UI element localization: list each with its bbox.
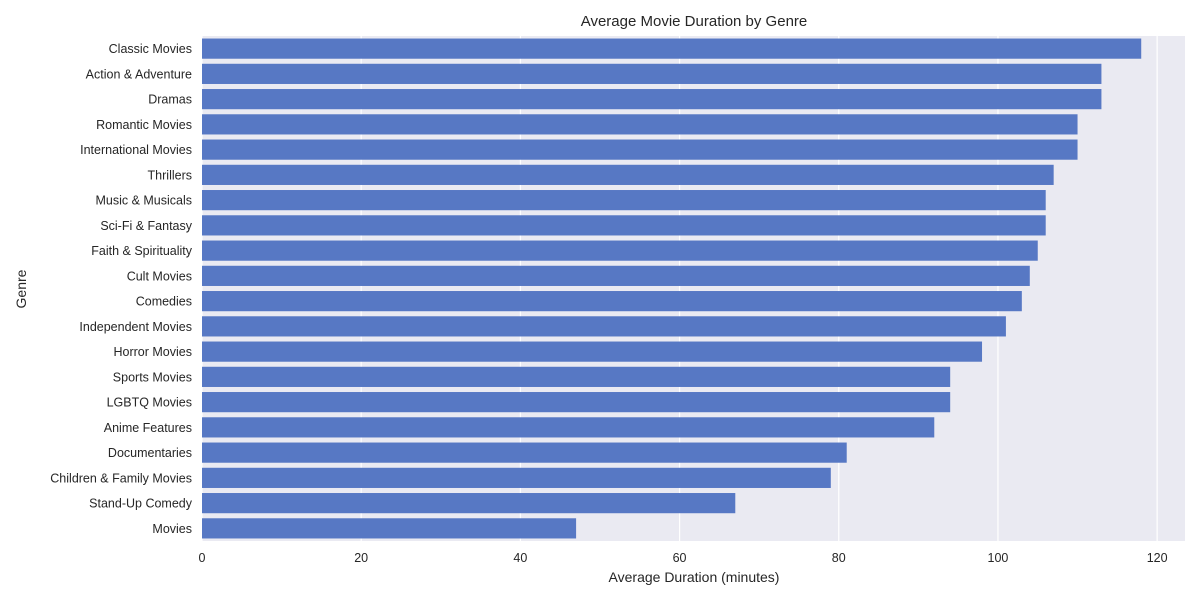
y-tick-label: Thrillers bbox=[148, 168, 192, 182]
bar bbox=[202, 190, 1046, 211]
bar bbox=[202, 493, 736, 514]
bar bbox=[202, 316, 1006, 337]
bars bbox=[202, 38, 1142, 539]
y-tick-label: Classic Movies bbox=[109, 42, 192, 56]
x-tick-label: 60 bbox=[673, 551, 687, 565]
y-tick-label: Comedies bbox=[136, 295, 192, 309]
bar bbox=[202, 114, 1078, 135]
bar bbox=[202, 215, 1046, 236]
y-tick-label: International Movies bbox=[80, 143, 192, 157]
bar bbox=[202, 467, 831, 488]
bar bbox=[202, 164, 1054, 185]
x-tick-label: 120 bbox=[1147, 551, 1168, 565]
bar bbox=[202, 442, 847, 463]
bar bbox=[202, 417, 935, 438]
bar bbox=[202, 291, 1022, 312]
y-tick-label: Stand-Up Comedy bbox=[89, 497, 193, 511]
bar bbox=[202, 341, 983, 362]
y-tick-label: Sci-Fi & Fantasy bbox=[100, 219, 192, 233]
bar bbox=[202, 366, 951, 387]
y-tick-label: Sports Movies bbox=[113, 370, 192, 384]
plot-background bbox=[202, 36, 1185, 541]
bar bbox=[202, 63, 1102, 84]
bar bbox=[202, 89, 1102, 110]
y-tick-label: Cult Movies bbox=[127, 269, 192, 283]
y-tick-label: Action & Adventure bbox=[86, 67, 192, 81]
y-axis-label: Genre bbox=[13, 269, 29, 308]
bar bbox=[202, 518, 577, 539]
y-tick-label: Documentaries bbox=[108, 446, 192, 460]
y-tick-label: Faith & Spirituality bbox=[91, 244, 192, 258]
x-axis-label: Average Duration (minutes) bbox=[609, 569, 780, 585]
x-tick-label: 40 bbox=[513, 551, 527, 565]
y-tick-label: Anime Features bbox=[104, 421, 192, 435]
bar bbox=[202, 38, 1142, 59]
y-tick-label: Dramas bbox=[148, 93, 192, 107]
x-tick-label: 100 bbox=[988, 551, 1009, 565]
x-tick-label: 0 bbox=[199, 551, 206, 565]
y-tick-label: LGBTQ Movies bbox=[107, 396, 192, 410]
bar bbox=[202, 265, 1030, 286]
y-tick-label: Music & Musicals bbox=[95, 194, 192, 208]
bar bbox=[202, 139, 1078, 160]
y-tick-label: Children & Family Movies bbox=[50, 471, 192, 485]
chart-title: Average Movie Duration by Genre bbox=[581, 13, 808, 30]
bar bbox=[202, 392, 951, 413]
bar bbox=[202, 240, 1038, 261]
x-tick-labels: 0 20 40 60 80 100 120 bbox=[199, 551, 1168, 565]
y-tick-label: Horror Movies bbox=[114, 345, 193, 359]
y-tick-label: Movies bbox=[152, 522, 192, 536]
y-tick-label: Independent Movies bbox=[79, 320, 192, 334]
y-tick-label: Romantic Movies bbox=[96, 118, 192, 132]
y-tick-labels: Classic Movies Action & Adventure Dramas Ro… bbox=[50, 42, 192, 536]
x-tick-label: 20 bbox=[354, 551, 368, 565]
x-tick-label: 80 bbox=[832, 551, 846, 565]
